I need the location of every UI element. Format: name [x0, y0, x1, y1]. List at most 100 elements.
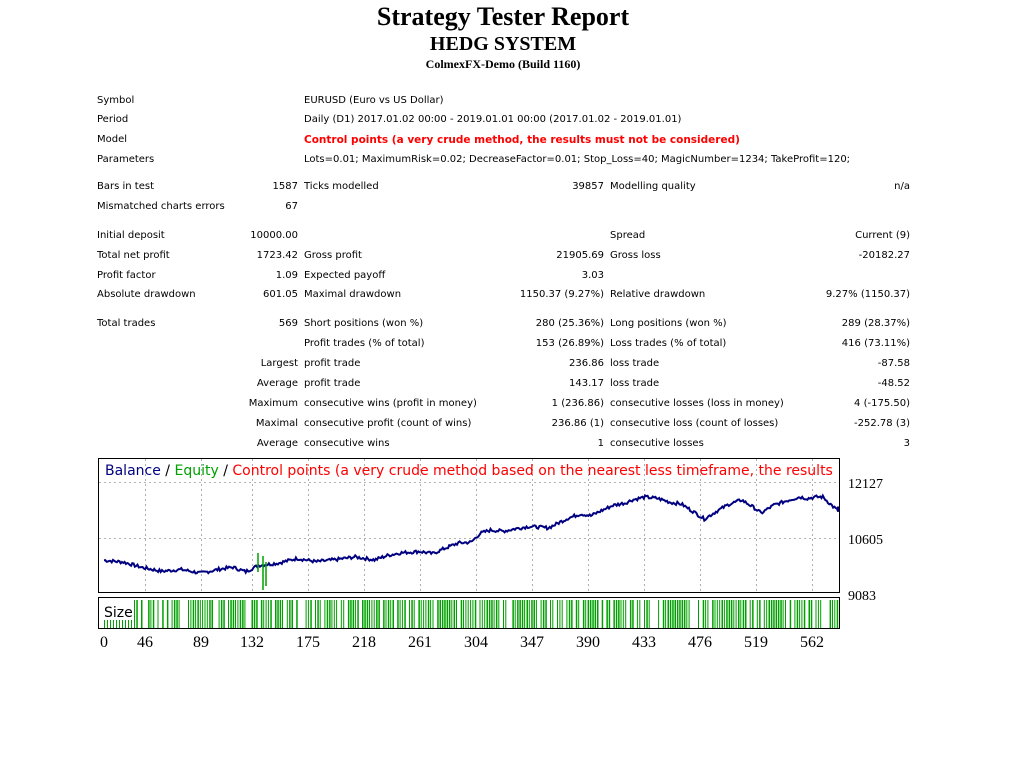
y-tick-label: 12127 [848, 477, 883, 492]
balance-line [103, 493, 839, 575]
size-bar [357, 600, 359, 628]
size-bar [425, 600, 427, 628]
size-bar [735, 600, 737, 628]
size-bar [437, 600, 439, 628]
stat-value: 1 (236.86) [551, 398, 604, 409]
size-bar [681, 600, 684, 628]
size-bar [601, 600, 604, 628]
size-bar [333, 600, 335, 628]
long-positions-label: Long positions (won %) [610, 318, 727, 329]
size-bar [756, 600, 758, 628]
profit-factor-label: Profit factor [97, 270, 156, 281]
x-tick-label: 347 [520, 634, 544, 651]
size-bar [585, 600, 587, 628]
size-bar [230, 600, 232, 628]
size-bar [524, 600, 526, 628]
size-bar [526, 600, 528, 628]
size-bar [782, 600, 784, 628]
size-bar [674, 600, 676, 628]
size-bars [104, 600, 839, 628]
size-bar [125, 620, 126, 628]
modelling-quality-value: n/a [894, 181, 910, 192]
x-axis-ticks: 0 46 89 132 175 218 261 304 347 390 433 476 519 562 [100, 634, 824, 651]
size-bar [392, 600, 394, 628]
size-bar [390, 600, 392, 628]
size-bar [491, 600, 493, 628]
legend-separator: / [218, 463, 233, 479]
size-bar [716, 600, 718, 628]
y-tick-label: 10605 [848, 533, 883, 548]
size-bar [557, 600, 558, 628]
size-bar [810, 600, 813, 628]
size-bar [326, 600, 329, 628]
size-bar [463, 600, 464, 628]
size-bar [439, 600, 441, 628]
size-bar [672, 600, 674, 628]
size-bar [597, 600, 599, 628]
symbol-label: Symbol [97, 95, 135, 106]
chart-legend: Balance / Equity / Control points (a ver… [105, 463, 835, 479]
size-bar [265, 600, 267, 628]
size-bar [401, 600, 403, 628]
size-bar [615, 600, 618, 628]
x-tick-label: 46 [137, 634, 153, 651]
y-tick-label: 9083 [848, 589, 876, 604]
mismatched-errors-value: 67 [285, 201, 298, 212]
size-bar [420, 600, 422, 628]
size-bar [107, 620, 108, 628]
size-bar [131, 620, 132, 628]
size-bar [162, 600, 164, 628]
size-label: Size [104, 605, 133, 621]
report-title: Strategy Tester Report [376, 2, 630, 31]
size-bar [171, 600, 173, 628]
gross-profit-label: Gross profit [304, 250, 362, 261]
profit-trades-label: Profit trades (% of total) [304, 338, 425, 349]
size-bar [676, 600, 679, 628]
stat-value: 236.86 (1) [551, 418, 604, 429]
size-bar [578, 600, 580, 628]
size-bar [636, 600, 638, 628]
size-bar [775, 600, 778, 628]
size-bar [632, 600, 634, 628]
size-bar [688, 600, 690, 628]
size-bar [622, 600, 624, 628]
size-bar [347, 600, 350, 628]
size-bar [613, 600, 615, 628]
size-bar [220, 600, 223, 628]
model-value: Control points (a very crude method, the… [304, 134, 740, 146]
size-bar [211, 600, 213, 628]
size-bar [794, 600, 796, 628]
size-bar [456, 600, 457, 628]
initial-deposit-value: 10000.00 [250, 230, 298, 241]
size-bar [738, 600, 740, 628]
model-label: Model [97, 134, 128, 145]
size-bar [237, 600, 239, 628]
size-bar [777, 600, 780, 628]
size-bar [263, 600, 265, 628]
size-bar [488, 600, 491, 628]
long-positions-value: 289 (28.37%) [841, 318, 910, 329]
size-bar [726, 600, 728, 628]
size-bar [418, 600, 420, 628]
size-bar [239, 600, 242, 628]
size-bar [404, 600, 406, 628]
size-bar [740, 600, 742, 628]
size-bar [134, 600, 135, 628]
size-bar [289, 600, 291, 628]
total-net-profit-value: 1723.42 [256, 250, 298, 261]
size-bar [686, 600, 688, 628]
short-positions-label: Short positions (won %) [304, 318, 424, 329]
size-bar [646, 600, 648, 628]
size-bar [173, 600, 176, 628]
size-bar [427, 600, 430, 628]
size-bar [606, 600, 608, 628]
size-bar [430, 600, 432, 628]
size-bar [267, 600, 269, 628]
size-bar [665, 600, 667, 628]
size-bar [519, 600, 521, 628]
size-bar [119, 620, 120, 628]
size-bar [235, 600, 236, 628]
stat-prefix: Largest [260, 358, 298, 369]
stat-prefix: Maximum [248, 398, 298, 409]
size-bar [618, 600, 620, 628]
